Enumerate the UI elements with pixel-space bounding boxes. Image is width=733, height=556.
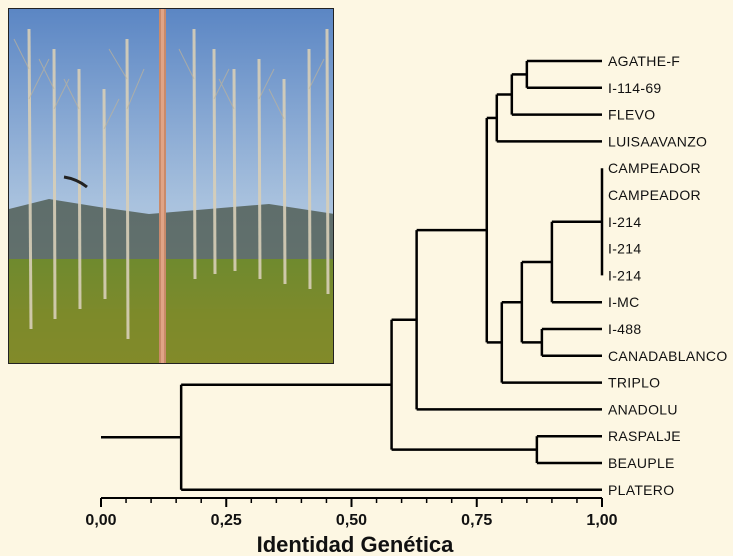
leaf-label: TRIPLO [608,375,660,391]
leaf-label: I-114-69 [608,80,662,96]
leaf-label: I-214 [608,214,641,230]
leaf-label: BEAUPLE [608,455,675,471]
leaf-label: FLEVO [608,107,655,123]
x-axis-title: Identidad Genética [257,532,455,556]
leaf-label: I-214 [608,267,641,283]
leaf-label: LUISAAVANZO [608,133,707,149]
x-tick-label: 0,75 [461,512,492,529]
leaf-label: PLATERO [608,482,674,498]
leaf-label: I-214 [608,241,641,257]
leaf-label: I-MC [608,294,640,310]
leaf-label: CAMPEADOR [608,187,701,203]
leaf-label: RASPALJE [608,428,681,444]
leaf-label: I-488 [608,321,641,337]
x-tick-label: 0,00 [85,512,116,529]
leaf-label: AGATHE-F [608,53,680,69]
x-tick-label: 1,00 [586,512,617,529]
x-tick-label: 0,25 [211,512,242,529]
leaf-label: ANADOLU [608,401,678,417]
x-tick-label: 0,50 [336,512,367,529]
leaf-label: CANADABLANCO [608,348,728,364]
leaf-label: CAMPEADOR [608,160,701,176]
poplar-plantation-photo [8,8,334,364]
